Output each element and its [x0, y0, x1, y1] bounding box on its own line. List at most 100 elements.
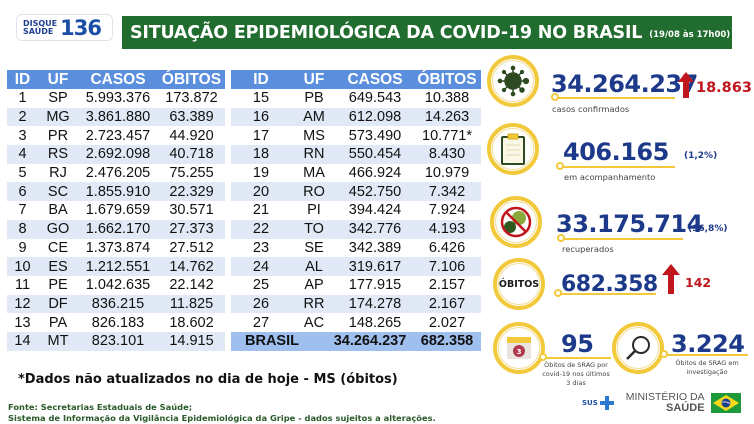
- cell-casos: 452.750: [348, 183, 402, 200]
- cell-casos: 573.490: [348, 127, 402, 144]
- cell-casos: 394.424: [348, 202, 402, 219]
- cell-id: 16: [252, 109, 270, 126]
- cell-id: 26: [252, 295, 270, 312]
- cell-casos: 177.915: [348, 277, 402, 294]
- confirmed-delta: 18.863: [696, 80, 752, 96]
- cell-id: 15: [252, 90, 270, 107]
- table-row: 9 CE 1.373.874 27.512: [7, 239, 225, 258]
- cell-obitos: 22.329: [169, 183, 214, 200]
- deaths-circle: ÓBITOS: [493, 258, 545, 310]
- cell-obitos: 2.027: [428, 314, 466, 331]
- monitoring-circle: [487, 123, 539, 175]
- cell-obitos: 4.193: [428, 221, 466, 238]
- cell-obitos: 6.426: [428, 239, 466, 256]
- cell-id: 11: [14, 277, 31, 294]
- cell-id: 6: [18, 183, 27, 200]
- table-row: 1 SP 5.993.376 173.872: [7, 89, 225, 108]
- ministry-logos: SUS MINISTÉRIO DA SAÚDE: [582, 392, 741, 414]
- cell-uf: RN: [303, 146, 325, 163]
- srag-investigation-circle: [612, 322, 664, 374]
- ministry-line1: MINISTÉRIO DA: [625, 391, 705, 403]
- srag-investigation-value: 3.224: [671, 330, 745, 358]
- cell-uf: PA: [48, 314, 68, 331]
- sus-cross-icon: [599, 396, 614, 410]
- cell-uf: GO: [46, 221, 70, 238]
- calendar-icon: 3: [507, 337, 531, 359]
- cell-uf: RJ: [49, 165, 67, 182]
- table-row: 5 RJ 2.476.205 75.255: [7, 164, 225, 183]
- cell-id: 19: [252, 165, 270, 182]
- cell-casos: 1.373.874: [85, 239, 151, 256]
- cell-casos: 2.692.098: [85, 146, 151, 163]
- underline: [558, 293, 656, 295]
- cell-obitos: 10.388: [424, 90, 470, 107]
- table-row: 20 RO 452.750 7.342: [231, 182, 481, 202]
- table-row: 23 SE 342.389 6.426: [231, 239, 481, 258]
- underline-dot: [539, 353, 547, 361]
- table-row: 15 PB 649.543 10.388: [231, 89, 481, 108]
- table-row: 14 MT 823.101 14.915: [7, 331, 225, 351]
- cell-uf: CE: [47, 239, 69, 256]
- cell-obitos: 8.430: [428, 146, 466, 163]
- cell-casos: 649.543: [348, 90, 402, 107]
- footnote: *Dados não atualizados no dia de hoje - …: [18, 372, 398, 387]
- cell-obitos: 27.373: [169, 221, 214, 238]
- cell-uf: MT: [47, 333, 69, 350]
- cell-id: 20: [252, 183, 270, 200]
- recovered-value: 33.175.714: [556, 210, 703, 238]
- cell-obitos: 173.872: [165, 90, 218, 107]
- table-row: 18 RN 550.454 8.430: [231, 145, 481, 164]
- cell-id: 14: [14, 333, 31, 350]
- cell-uf: AL: [305, 258, 323, 275]
- cell-obitos: 7.106: [428, 258, 466, 275]
- cell-casos: 5.993.376: [85, 90, 151, 107]
- svg-text:3: 3: [517, 348, 522, 356]
- recovered-label: recuperados: [562, 244, 614, 254]
- ministry-line2: SAÚDE: [666, 402, 705, 414]
- cell-uf: PI: [307, 202, 321, 219]
- underline-dot: [557, 234, 565, 242]
- col-id: ID: [253, 70, 269, 88]
- cell-uf: RO: [303, 183, 325, 200]
- cell-uf: ES: [48, 258, 68, 275]
- cell-uf: TO: [304, 221, 324, 238]
- table-row: 22 TO 342.776 4.193: [231, 219, 481, 239]
- srag-recent-label: Óbitos de SRAG por covid-19 nos últimos …: [542, 361, 610, 387]
- clipboard-icon: [501, 133, 525, 165]
- cell-id: 2: [18, 109, 27, 126]
- deaths-badge: ÓBITOS: [498, 278, 540, 290]
- arrow-up-icon: [678, 72, 694, 98]
- logo-line1: DISQUE: [23, 18, 58, 28]
- cell-casos: 148.265: [348, 314, 402, 331]
- cell-obitos: 14.915: [169, 333, 214, 350]
- table-row: 3 PR 2.723.457 44.920: [7, 126, 225, 145]
- cell-uf: BA: [48, 202, 68, 219]
- cell-uf: RS: [47, 146, 69, 163]
- cell-id: 12: [14, 295, 31, 312]
- table-row: 12 DF 836.215 11.825: [7, 294, 225, 314]
- table-row: 27 AC 148.265 2.027: [231, 313, 481, 332]
- confirmed-value: 34.264.237: [551, 70, 698, 98]
- underline-dot: [556, 162, 564, 170]
- cell-casos: 174.278: [348, 295, 402, 312]
- cell-casos: 466.924: [348, 165, 402, 182]
- cell-id: 23: [252, 239, 270, 256]
- table-row: 19 MA 466.924 10.979: [231, 164, 481, 183]
- cell-casos: 612.098: [348, 109, 402, 126]
- cell-id: 10: [14, 258, 31, 275]
- table-row: 4 RS 2.692.098 40.718: [7, 145, 225, 164]
- cell-obitos: 11.825: [169, 295, 214, 312]
- col-casos: CASOS: [90, 70, 146, 88]
- confirmed-label: casos confirmados: [552, 104, 630, 114]
- recovered-circle: [490, 196, 542, 248]
- cell-uf: AM: [303, 109, 325, 126]
- cell-uf: SE: [304, 239, 324, 256]
- cell-uf: RR: [303, 295, 325, 312]
- cell-obitos: 14.263: [424, 109, 470, 126]
- cell-casos: 1.679.659: [85, 202, 151, 219]
- cell-uf: AC: [303, 314, 325, 331]
- cell-id: 4: [18, 146, 27, 163]
- table-header: ID UF CASOS ÓBITOS: [231, 70, 481, 89]
- cell-id: 1: [18, 90, 27, 107]
- cell-obitos: 7.924: [428, 202, 466, 219]
